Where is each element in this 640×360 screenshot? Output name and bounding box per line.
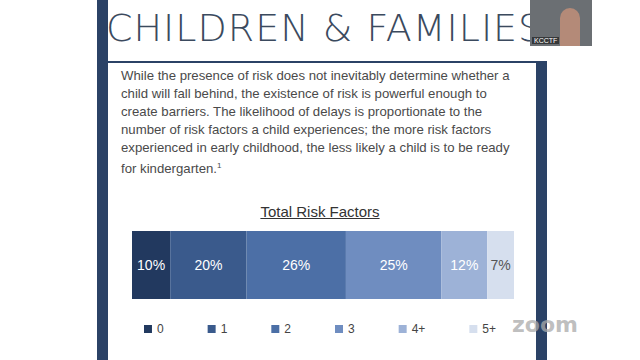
svg-text:26%: 26% (282, 257, 310, 273)
svg-text:0: 0 (157, 322, 164, 336)
html-text:Total Risk Factors: Total Risk Factors (260, 203, 380, 220)
svg-text:12%: 12% (450, 257, 478, 273)
svg-text:2: 2 (284, 322, 291, 336)
svg-text:25%: 25% (380, 257, 408, 273)
html-text:zoom: zoom (512, 312, 578, 337)
html-text:While the presence of risk doe: While the presence of risk does not inev… (121, 68, 510, 177)
svg-text:5+: 5+ (482, 322, 496, 336)
svg-text:1: 1 (221, 322, 228, 336)
svg-text:4+: 4+ (412, 322, 426, 336)
svg-text:7%: 7% (491, 257, 511, 273)
html-text:KCCTF: KCCTF (534, 37, 558, 44)
svg-text:10%: 10% (137, 257, 165, 273)
html-text:CHILDREN & FAMILIES: CHILDREN & FAMILIES (106, 6, 544, 50)
svg-text:20%: 20% (194, 257, 222, 273)
svg-text:3: 3 (348, 322, 355, 336)
